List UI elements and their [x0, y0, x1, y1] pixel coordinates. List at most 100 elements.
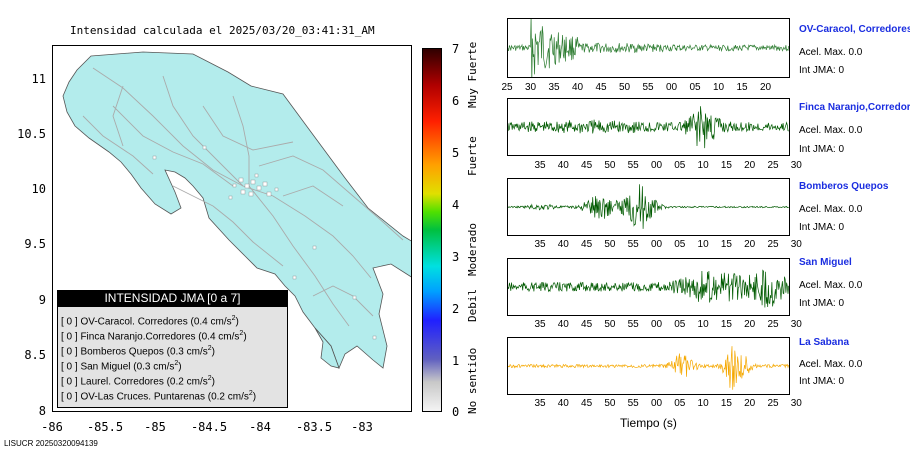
map-y-tick: 10	[31, 182, 46, 196]
waveform-x-tick: 35	[548, 82, 560, 93]
station-name-link[interactable]: Bomberos Quepos	[799, 181, 889, 192]
colorbar-tick: 0	[452, 405, 460, 419]
waveform-x-tick: 45	[581, 398, 593, 409]
intensity-colorbar	[422, 48, 442, 412]
legend-row-label: [ 0 ] OV-Las Cruces. Puntarenas (0.2 cm/…	[61, 391, 249, 403]
waveform-x-ticks: 35 40 45 50 55 00 05 10 15 20 25 30	[515, 239, 805, 253]
waveform-x-tick: 25	[501, 82, 513, 93]
waveform-panel[interactable]	[507, 337, 790, 395]
waveform-panel[interactable]	[507, 178, 790, 236]
waveform-x-tick: 00	[650, 398, 663, 409]
waveform-x-tick: 15	[736, 82, 748, 93]
station-int: Int JMA: 0	[799, 222, 845, 233]
waveform-x-tick: 40	[557, 160, 569, 171]
footer-id: LISUCR 20250320094139	[4, 439, 98, 448]
colorbar-tick: 4	[452, 198, 460, 212]
legend-row-exp: 2	[207, 345, 212, 352]
map-x-tick: -83	[351, 420, 373, 434]
legend-row-close: )	[243, 331, 247, 343]
station-name-link[interactable]: OV-Caracol, Corredores	[799, 24, 910, 35]
waveform-x-tick: 45	[581, 239, 593, 250]
waveform-x-tick: 55	[627, 239, 639, 250]
waveform-x-tick: 10	[697, 398, 709, 409]
station-acel: Acel. Max. 0.0	[799, 125, 863, 136]
station-acel: Acel. Max. 0.0	[799, 280, 863, 291]
legend-row-label: [ 0 ] Laurel. Corredores (0.2 cm/s	[61, 376, 208, 388]
waveform-x-tick: 05	[674, 319, 686, 330]
waveform-x-tick: 05	[674, 239, 686, 250]
waveform-panel[interactable]	[507, 98, 790, 156]
waveform-x-tick: 50	[618, 82, 631, 93]
waveform-line	[508, 19, 789, 77]
waveform-x-tick: 35	[534, 239, 546, 250]
legend-row-exp: 2	[231, 315, 236, 322]
waveform-x-tick: 10	[712, 82, 725, 93]
map-x-tick: -85.5	[86, 420, 124, 434]
waveform-x-tick: 40	[571, 82, 584, 93]
waveform-x-tick: 55	[642, 82, 654, 93]
costa-rica-map	[62, 51, 411, 370]
waveform-x-tick: 35	[534, 398, 546, 409]
legend-title: INTENSIDAD JMA [0 a 7]	[57, 290, 288, 307]
colorbar-tick: 2	[452, 302, 460, 316]
waveform-trace	[508, 19, 789, 77]
waveform-line	[508, 106, 789, 149]
map-x-tick: -86	[41, 420, 63, 434]
station-int: Int JMA: 0	[799, 376, 845, 387]
waveform-trace	[508, 269, 789, 308]
station-acel: Acel. Max. 0.0	[799, 359, 863, 370]
station-int: Int JMA: 0	[799, 298, 845, 309]
waveform-panel[interactable]	[507, 18, 790, 78]
station-acel: Acel. Max. 0.0	[799, 47, 863, 58]
station-name-link[interactable]: San Miguel	[799, 257, 852, 268]
legend-row: [ 0 ] Finca Naranjo.Corredores (0.4 cm/s…	[61, 330, 247, 342]
colorbar-tick: 5	[452, 146, 460, 160]
waveform-x-tick: 55	[627, 398, 639, 409]
waveform-x-tick: 35	[534, 319, 546, 330]
colorbar-label: Muy Fuerte	[466, 41, 479, 108]
legend-row: [ 0 ] OV-Caracol. Corredores (0.4 cm/s2)	[61, 315, 239, 327]
map-x-tick: -85	[144, 420, 166, 434]
waveform-x-tick: 30	[790, 239, 802, 250]
waveform-x-tick: 40	[557, 239, 569, 250]
waveform-x-tick: 15	[720, 398, 732, 409]
map-x-tick: -84.5	[190, 420, 228, 434]
waveform-x-tick: 25	[767, 160, 779, 171]
colorbar-tick: 7	[452, 42, 460, 56]
waveform-line	[508, 184, 789, 229]
legend-row: [ 0 ] San Miguel (0.3 cm/s2)	[61, 360, 182, 372]
legend-row-exp: 2	[248, 390, 253, 397]
legend-row: [ 0 ] Laurel. Corredores (0.2 cm/s2)	[61, 375, 215, 387]
waveform-x-tick: 30	[790, 398, 802, 409]
city-points	[152, 145, 377, 340]
legend-row-close: )	[211, 346, 215, 358]
waveform-x-tick: 35	[534, 160, 546, 171]
colorbar-tick: 3	[452, 250, 460, 264]
map-y-tick: 11	[31, 72, 46, 86]
legend-row-close: )	[178, 361, 182, 373]
waveform-panel[interactable]	[507, 258, 790, 316]
waveform-x-tick: 20	[744, 398, 756, 409]
legend-row: [ 0 ] OV-Las Cruces. Puntarenas (0.2 cm/…	[61, 390, 256, 402]
station-name-link[interactable]: La Sabana	[799, 337, 850, 348]
road-network	[82, 67, 404, 327]
legend-row-exp: 2	[174, 360, 179, 367]
waveform-x-tick: 05	[674, 160, 686, 171]
waveform-x-tick: 30	[790, 319, 802, 330]
station-name-link[interactable]: Finca Naranjo,Corredores	[799, 102, 910, 113]
waveform-x-tick: 00	[650, 160, 663, 171]
legend-row-close: )	[211, 376, 215, 388]
waveform-x-tick: 15	[720, 319, 732, 330]
osa-peninsula	[314, 327, 340, 369]
waveform-x-tick: 25	[767, 239, 779, 250]
waveform-x-tick: 30	[524, 82, 537, 93]
waveform-line	[508, 346, 789, 390]
waveform-x-tick: 25	[767, 398, 779, 409]
map-x-tick: -84	[249, 420, 271, 434]
map-y-tick: 9	[38, 293, 46, 307]
waveform-trace	[508, 184, 789, 229]
waveform-x-tick: 05	[689, 82, 701, 93]
waveform-line	[508, 269, 789, 308]
waveform-x-tick: 15	[720, 239, 732, 250]
waveform-x-tick: 15	[720, 160, 732, 171]
